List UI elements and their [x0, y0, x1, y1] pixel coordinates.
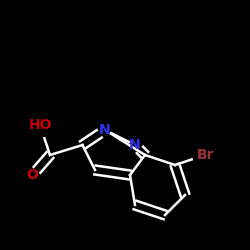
Text: N: N	[99, 123, 111, 137]
Text: Br: Br	[196, 148, 214, 162]
Text: HO: HO	[28, 118, 52, 132]
Text: O: O	[26, 168, 38, 182]
Text: N: N	[129, 138, 141, 152]
